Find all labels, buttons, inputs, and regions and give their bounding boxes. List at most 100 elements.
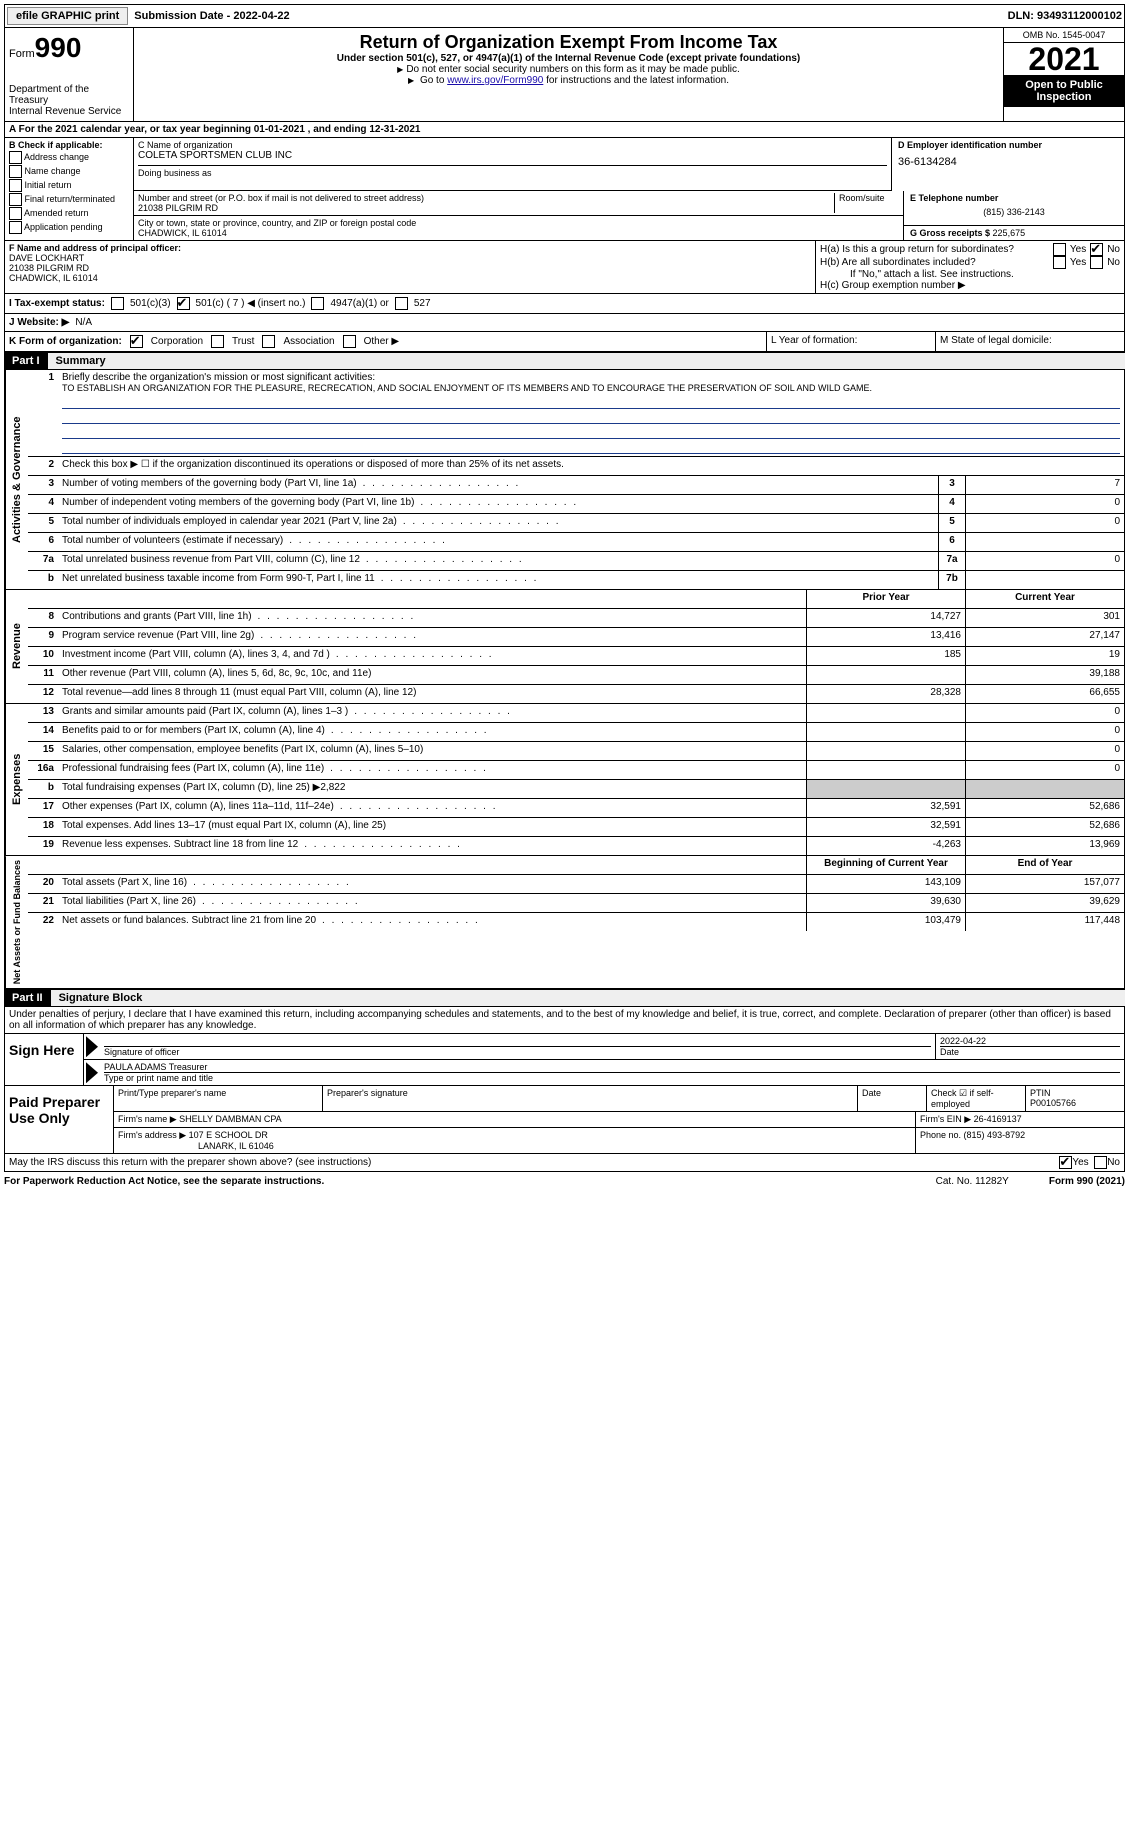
hb-no[interactable]	[1090, 256, 1103, 269]
dept-label: Department of the Treasury	[9, 84, 129, 106]
irs-link[interactable]: www.irs.gov/Form990	[447, 75, 543, 86]
line10: Investment income (Part VIII, column (A)…	[58, 647, 806, 665]
pra-notice: For Paperwork Reduction Act Notice, see …	[4, 1176, 324, 1187]
arrow-icon	[86, 1062, 98, 1083]
check-4947[interactable]	[311, 297, 324, 310]
firm-phone: Phone no. (815) 493-8792	[916, 1128, 1124, 1153]
side-expenses: Expenses	[5, 704, 28, 855]
room-suite: Room/suite	[834, 193, 899, 213]
check-527[interactable]	[395, 297, 408, 310]
part1-header: Part I	[4, 353, 48, 370]
line16a: Professional fundraising fees (Part IX, …	[58, 761, 806, 779]
paid-preparer-label: Paid Preparer Use Only	[5, 1086, 114, 1153]
line12: Total revenue—add lines 8 through 11 (mu…	[58, 685, 806, 703]
tax-year: 2021	[1004, 43, 1124, 75]
line13: Grants and similar amounts paid (Part IX…	[58, 704, 806, 722]
form-footer: Form 990 (2021)	[1049, 1176, 1125, 1187]
prep-self-employed: Check ☑ if self-employed	[927, 1086, 1026, 1111]
prep-ptin: PTIN P00105766	[1026, 1086, 1124, 1111]
hdr-prior: Prior Year	[806, 590, 965, 608]
line7b: Net unrelated business taxable income fr…	[58, 571, 938, 589]
hdr-end: End of Year	[965, 856, 1124, 874]
check-other[interactable]	[343, 335, 356, 348]
side-net-assets: Net Assets or Fund Balances	[5, 856, 28, 988]
ein-box: D Employer identification number 36-6134…	[891, 138, 1124, 191]
part2-header: Part II	[4, 990, 51, 1007]
hb-yes[interactable]	[1053, 256, 1066, 269]
line19: Revenue less expenses. Subtract line 18 …	[58, 837, 806, 855]
line9: Program service revenue (Part VIII, line…	[58, 628, 806, 646]
phone-box: E Telephone number (815) 336-2143	[904, 191, 1124, 226]
val-3: 7	[965, 476, 1124, 494]
tax-status-label: I Tax-exempt status:	[9, 298, 105, 309]
check-address-change[interactable]	[9, 151, 22, 164]
address-box: Number and street (or P.O. box if mail i…	[138, 193, 834, 213]
check-app-pending[interactable]	[9, 221, 22, 234]
line8: Contributions and grants (Part VIII, lin…	[58, 609, 806, 627]
check-corp[interactable]	[130, 335, 143, 348]
box-b: B Check if applicable: Address change Na…	[5, 138, 134, 240]
irs-label: Internal Revenue Service	[9, 106, 129, 117]
line20: Total assets (Part X, line 16)	[58, 875, 806, 893]
cat-no: Cat. No. 11282Y	[936, 1176, 1009, 1187]
officer-name: PAULA ADAMS Treasurer Type or print name…	[100, 1060, 1124, 1085]
discuss-yes[interactable]	[1059, 1156, 1072, 1169]
line16b: Total fundraising expenses (Part IX, col…	[58, 780, 806, 798]
val-5: 0	[965, 514, 1124, 532]
dln-label: DLN: 93493112000102	[1008, 10, 1122, 22]
website-note: Go to www.irs.gov/Form990 for instructio…	[138, 75, 999, 86]
ha-yes[interactable]	[1053, 243, 1066, 256]
form-of-org: K Form of organization: Corporation Trus…	[5, 332, 767, 351]
line17: Other expenses (Part IX, column (A), lin…	[58, 799, 806, 817]
sign-here-label: Sign Here	[5, 1034, 84, 1085]
form-number: Form990	[9, 32, 129, 64]
efile-button[interactable]: efile GRAPHIC print	[7, 7, 128, 25]
prep-date: Date	[858, 1086, 927, 1111]
submission-label: Submission Date - 2022-04-22	[134, 10, 289, 22]
website-label: J Website: ▶	[9, 317, 69, 328]
website-value: N/A	[75, 317, 92, 328]
firm-ein: Firm's EIN ▶ 26-4169137	[916, 1112, 1124, 1127]
line5: Total number of individuals employed in …	[58, 514, 938, 532]
check-amended[interactable]	[9, 207, 22, 220]
val-7a: 0	[965, 552, 1124, 570]
check-501c[interactable]	[177, 297, 190, 310]
line21: Total liabilities (Part X, line 26)	[58, 894, 806, 912]
check-assoc[interactable]	[262, 335, 275, 348]
ha-no[interactable]	[1090, 243, 1103, 256]
city-box: City or town, state or province, country…	[134, 216, 903, 240]
val-4: 0	[965, 495, 1124, 513]
org-name-box: C Name of organization COLETA SPORTSMEN …	[134, 138, 891, 191]
side-governance: Activities & Governance	[5, 370, 28, 589]
top-toolbar: efile GRAPHIC print Submission Date - 20…	[4, 4, 1125, 28]
line18: Total expenses. Add lines 13–17 (must eq…	[58, 818, 806, 836]
line3: Number of voting members of the governin…	[58, 476, 938, 494]
firm-name: Firm's name ▶ SHELLY DAMBMAN CPA	[114, 1112, 916, 1127]
line7a: Total unrelated business revenue from Pa…	[58, 552, 938, 570]
officer-signature: Signature of officer	[100, 1034, 935, 1059]
discuss-no[interactable]	[1094, 1156, 1107, 1169]
hdr-curr: Current Year	[965, 590, 1124, 608]
form-subtitle: Under section 501(c), 527, or 4947(a)(1)…	[138, 53, 999, 64]
side-revenue: Revenue	[5, 590, 28, 703]
prep-name: Print/Type preparer's name	[114, 1086, 323, 1111]
val-6	[965, 533, 1124, 551]
check-501c3[interactable]	[111, 297, 124, 310]
gross-receipts: G Gross receipts $ 225,675	[904, 226, 1124, 240]
check-final-return[interactable]	[9, 193, 22, 206]
mission-desc: Briefly describe the organization's miss…	[58, 370, 1124, 456]
arrow-icon	[86, 1036, 98, 1057]
row-a-period: A For the 2021 calendar year, or tax yea…	[4, 122, 1125, 138]
ssn-note: Do not enter social security numbers on …	[138, 64, 999, 75]
check-trust[interactable]	[211, 335, 224, 348]
line11: Other revenue (Part VIII, column (A), li…	[58, 666, 806, 684]
part2-title: Signature Block	[51, 990, 1125, 1007]
sign-date: 2022-04-22 Date	[935, 1034, 1124, 1059]
irs-discuss-row: May the IRS discuss this return with the…	[4, 1154, 1125, 1172]
line4: Number of independent voting members of …	[58, 495, 938, 513]
hdr-beg: Beginning of Current Year	[806, 856, 965, 874]
perjury-declaration: Under penalties of perjury, I declare th…	[5, 1007, 1124, 1034]
check-name-change[interactable]	[9, 165, 22, 178]
part1-title: Summary	[48, 353, 1125, 370]
check-initial-return[interactable]	[9, 179, 22, 192]
